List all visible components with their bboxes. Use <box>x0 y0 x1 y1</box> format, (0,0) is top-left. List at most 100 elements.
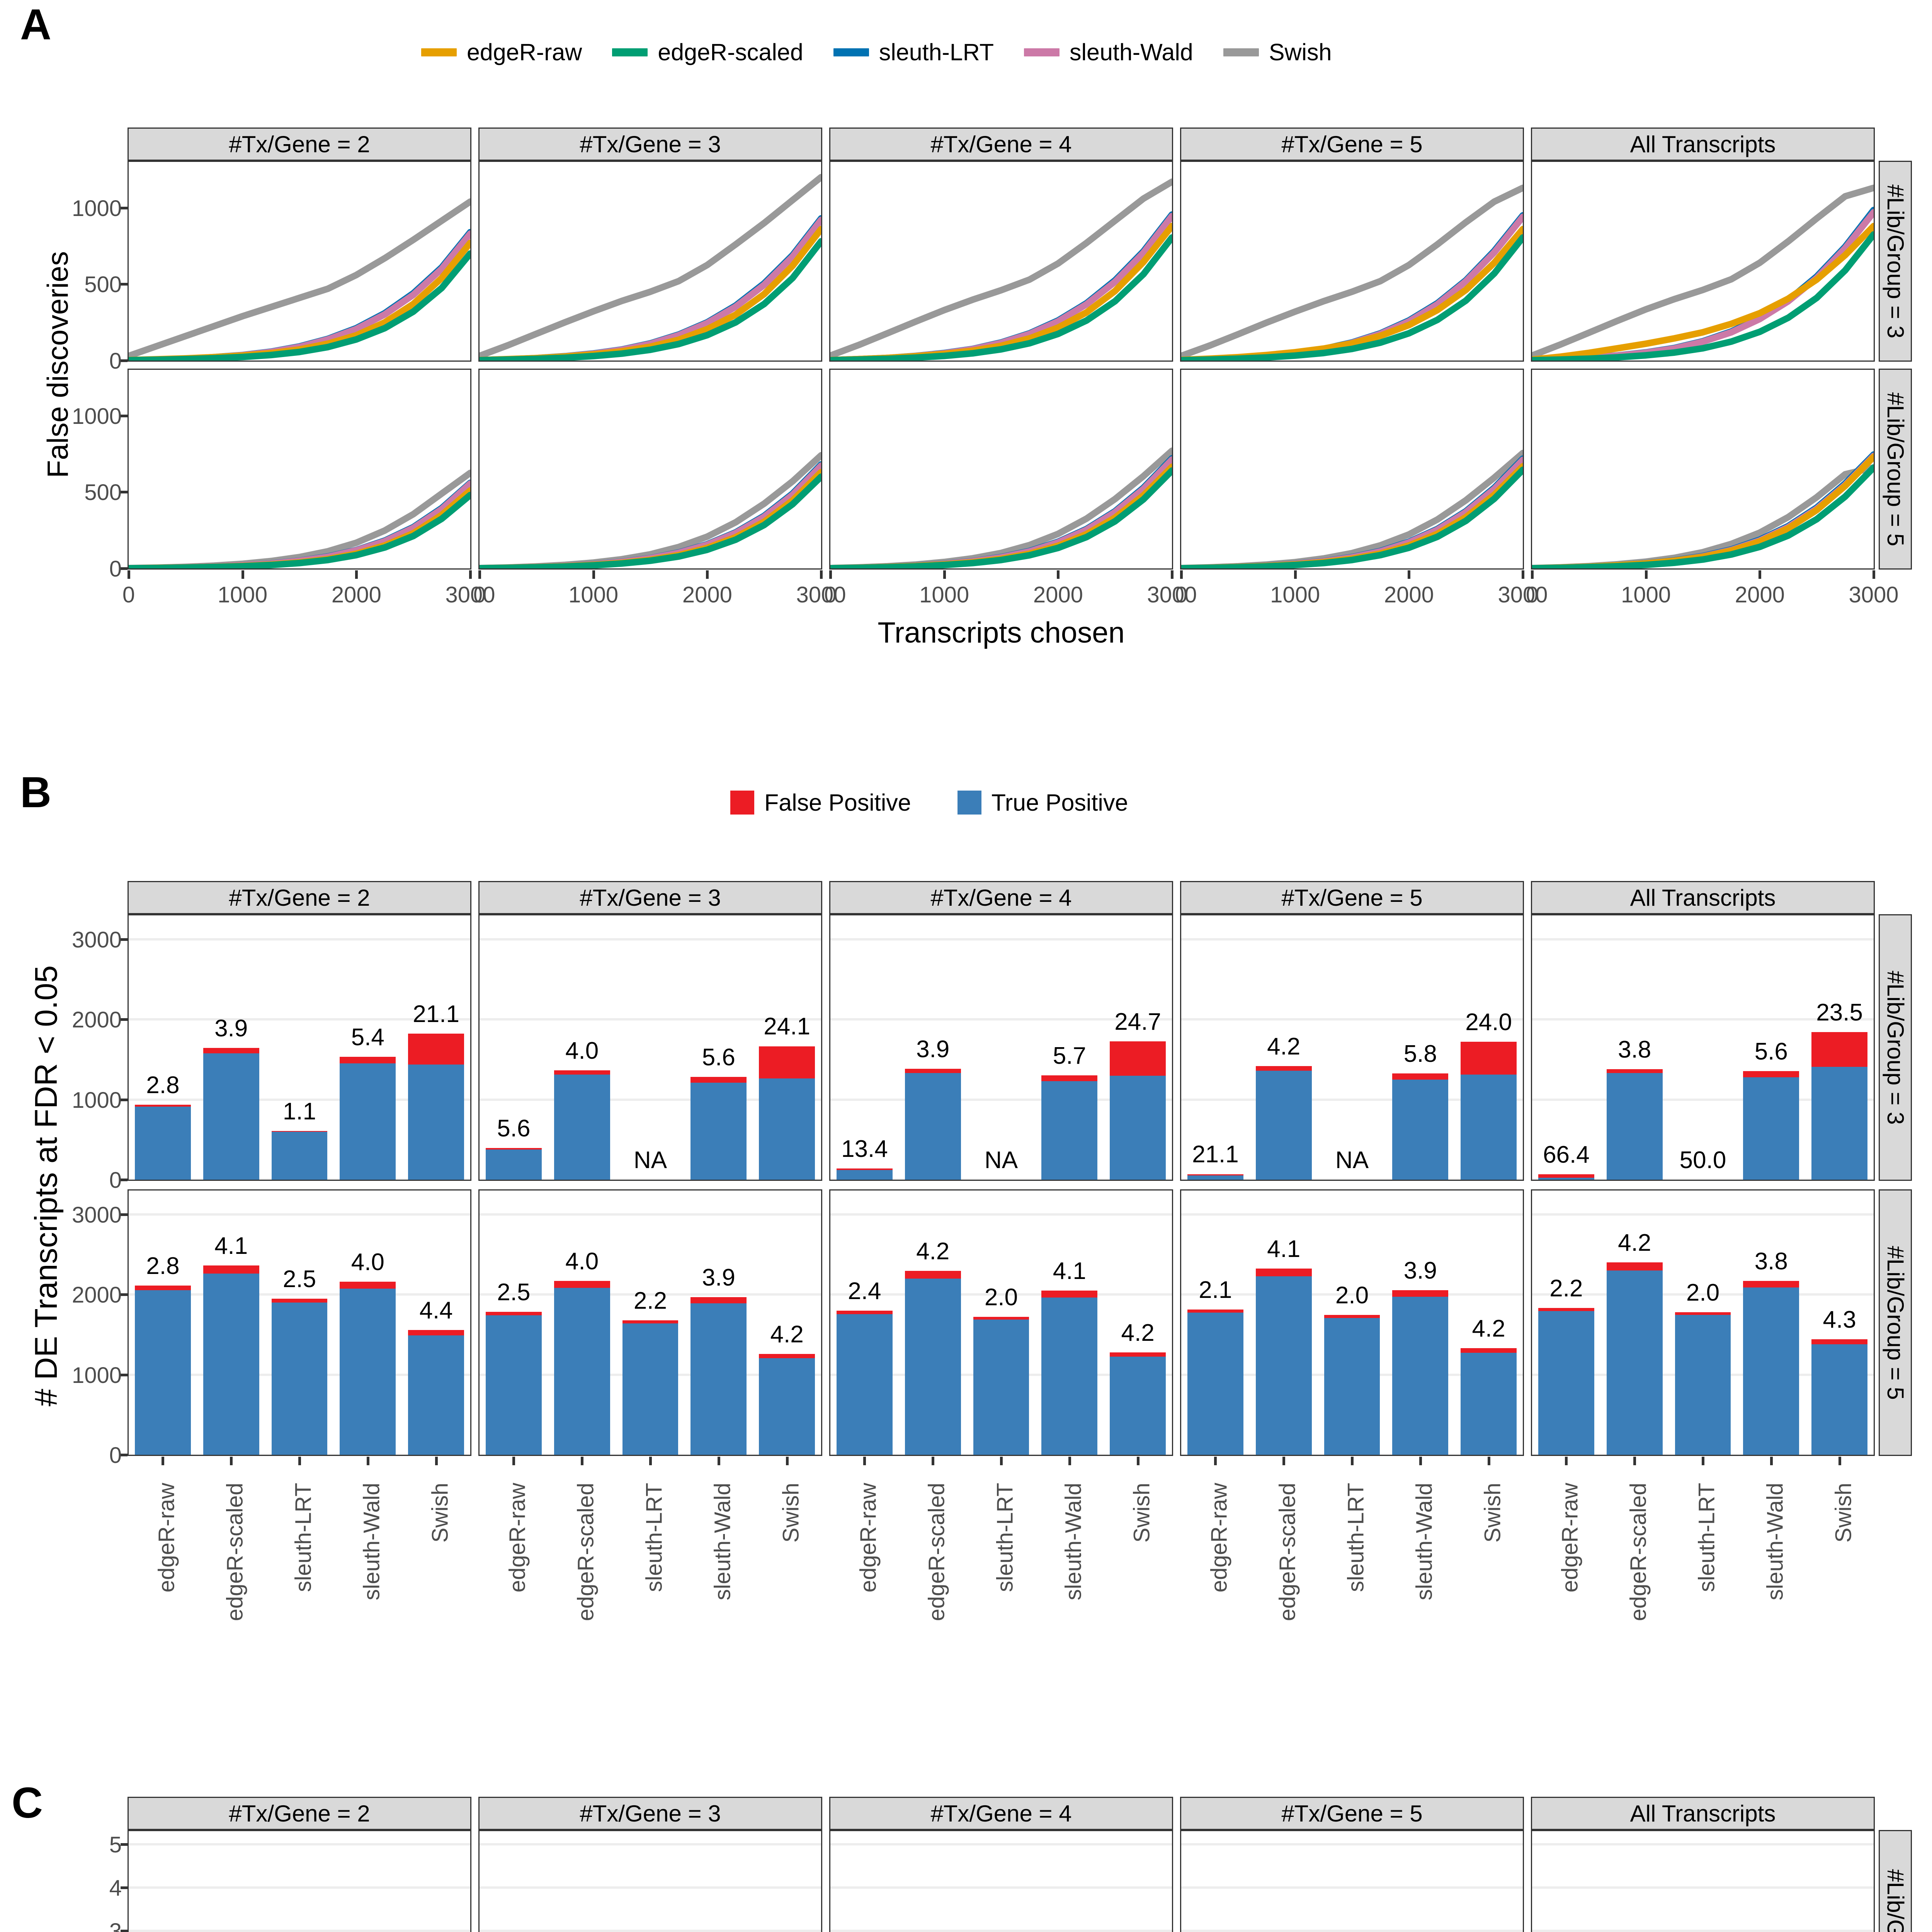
bar-value-label: 5.8 <box>1403 1040 1437 1067</box>
stacked-bar <box>1392 1290 1449 1455</box>
facet-panel <box>478 369 822 570</box>
bar-segment-true-positive <box>1255 1071 1312 1180</box>
gridline <box>830 1886 1172 1889</box>
bar-segment-true-positive <box>1743 1077 1799 1180</box>
stacked-bar <box>905 1271 961 1455</box>
bar-segment-false-positive <box>1324 1315 1380 1318</box>
x-tick-mark <box>1759 570 1762 579</box>
gridline <box>830 1098 1172 1101</box>
bar-segment-false-positive <box>1255 1066 1312 1071</box>
bar-segment-false-positive <box>905 1069 961 1073</box>
bar-value-label: 4.2 <box>770 1321 804 1348</box>
bar-value-label: 21.1 <box>1192 1141 1239 1168</box>
facet-col-strip: #Tx/Gene = 4 <box>829 1797 1173 1830</box>
x-tick-label: edgeR-raw <box>1557 1483 1583 1593</box>
facet-panel <box>478 161 822 362</box>
stacked-bar <box>1461 1041 1517 1180</box>
line-swish <box>1181 184 1523 359</box>
stacked-bar <box>1324 1315 1380 1455</box>
x-tick-mark <box>706 570 709 579</box>
x-tick-mark <box>128 570 130 579</box>
facet-col-strip-label: #Tx/Gene = 2 <box>229 1800 370 1827</box>
stacked-bar <box>1675 1312 1731 1455</box>
gridline <box>830 938 1172 941</box>
bar-value-label: 24.7 <box>1114 1009 1161 1036</box>
gridline <box>1532 1929 1874 1932</box>
x-tick-label: sleuth-LRT <box>291 1483 316 1592</box>
bar-segment-true-positive <box>340 1288 396 1455</box>
gridline <box>129 938 470 941</box>
facet-row-strip-label: #Lib/Group = 5 <box>1882 1245 1908 1400</box>
facet-col-strip: #Tx/Gene = 3 <box>478 881 822 914</box>
facet-row-strip-label: #Lib/Group = 3 <box>1882 970 1908 1125</box>
bar-segment-false-positive <box>408 1330 464 1336</box>
y-tick-mark <box>121 1454 128 1456</box>
stacked-bar <box>485 1312 542 1455</box>
stacked-bar <box>836 1311 893 1455</box>
bar-segment-true-positive <box>1255 1276 1312 1455</box>
bar-segment-true-positive <box>554 1287 610 1455</box>
y-tick-label: 500 <box>84 480 122 505</box>
bar-segment-false-positive <box>836 1311 893 1315</box>
stacked-bar <box>1811 1032 1868 1180</box>
line-edger-raw <box>129 240 470 361</box>
line-edger-scaled <box>480 473 821 568</box>
stacked-bar <box>1538 1308 1594 1455</box>
bar-segment-false-positive <box>554 1281 610 1288</box>
stacked-bar <box>1255 1269 1312 1455</box>
stacked-bar <box>134 1285 191 1455</box>
stacked-bar <box>1606 1262 1663 1455</box>
gridline <box>129 1293 470 1296</box>
y-tick-mark <box>121 1098 128 1101</box>
bar-value-label: 4.1 <box>1053 1258 1086 1285</box>
line-series-group <box>830 447 1172 568</box>
stacked-bar <box>554 1070 610 1180</box>
gridline <box>1532 1293 1874 1296</box>
facet-panel: 66.4 3.8 50.0 5.6 23.5 <box>1531 914 1875 1181</box>
legend-swatch-icon <box>957 791 981 815</box>
stacked-bar <box>271 1299 328 1455</box>
x-tick-label: sleuth-LRT <box>992 1483 1018 1592</box>
line-edger-scaled <box>1532 231 1874 361</box>
stacked-bar <box>1187 1174 1243 1180</box>
facet-row-strip-label: #Lib/Group = 3 <box>1882 1869 1909 1932</box>
x-tick-mark <box>829 570 832 579</box>
line-series-group <box>480 174 821 361</box>
facet-panel <box>1531 1830 1875 1932</box>
bar-value-label: 5.4 <box>351 1024 384 1051</box>
line-series-group <box>830 178 1172 361</box>
line-swish <box>129 198 470 359</box>
line-series-group <box>480 452 821 568</box>
x-tick-label: sleuth-Wald <box>710 1483 735 1600</box>
y-tick-mark <box>121 491 128 494</box>
gridline <box>480 1018 821 1021</box>
y-tick-mark <box>121 1018 128 1021</box>
bar-segment-false-positive <box>1606 1262 1663 1271</box>
x-tick-label: edgeR-scaled <box>1275 1483 1300 1621</box>
bar-segment-false-positive <box>1606 1069 1663 1073</box>
facet-panel <box>128 1830 471 1932</box>
gridline <box>1532 938 1874 941</box>
stacked-bar <box>1461 1348 1517 1455</box>
panel-letter-c: C <box>12 1779 43 1827</box>
x-tick-mark <box>1565 1457 1568 1465</box>
facet-row-strip: #Lib/Group = 5 <box>1879 369 1912 570</box>
x-tick-label: 0 <box>122 582 135 607</box>
line-series-group <box>1532 184 1874 361</box>
line-edger-scaled <box>1181 234 1523 361</box>
y-tick-label: 1000 <box>71 1087 122 1113</box>
legend-label: edgeR-raw <box>467 39 582 65</box>
y-tick-label: 1000 <box>71 1362 122 1388</box>
x-tick-mark <box>469 570 472 579</box>
bar-segment-false-positive <box>1538 1174 1594 1178</box>
facet-col-strip-label: #Tx/Gene = 3 <box>580 131 721 157</box>
x-tick-mark <box>1487 1457 1490 1465</box>
x-tick-mark <box>241 570 244 579</box>
bar-segment-true-positive <box>1187 1313 1243 1455</box>
legend-item-true-positive: True Positive <box>957 789 1128 816</box>
legend-swatch-icon <box>421 48 457 56</box>
x-tick-label: 1000 <box>568 582 619 607</box>
gridline <box>480 1179 821 1180</box>
line-series-group <box>1532 451 1874 568</box>
